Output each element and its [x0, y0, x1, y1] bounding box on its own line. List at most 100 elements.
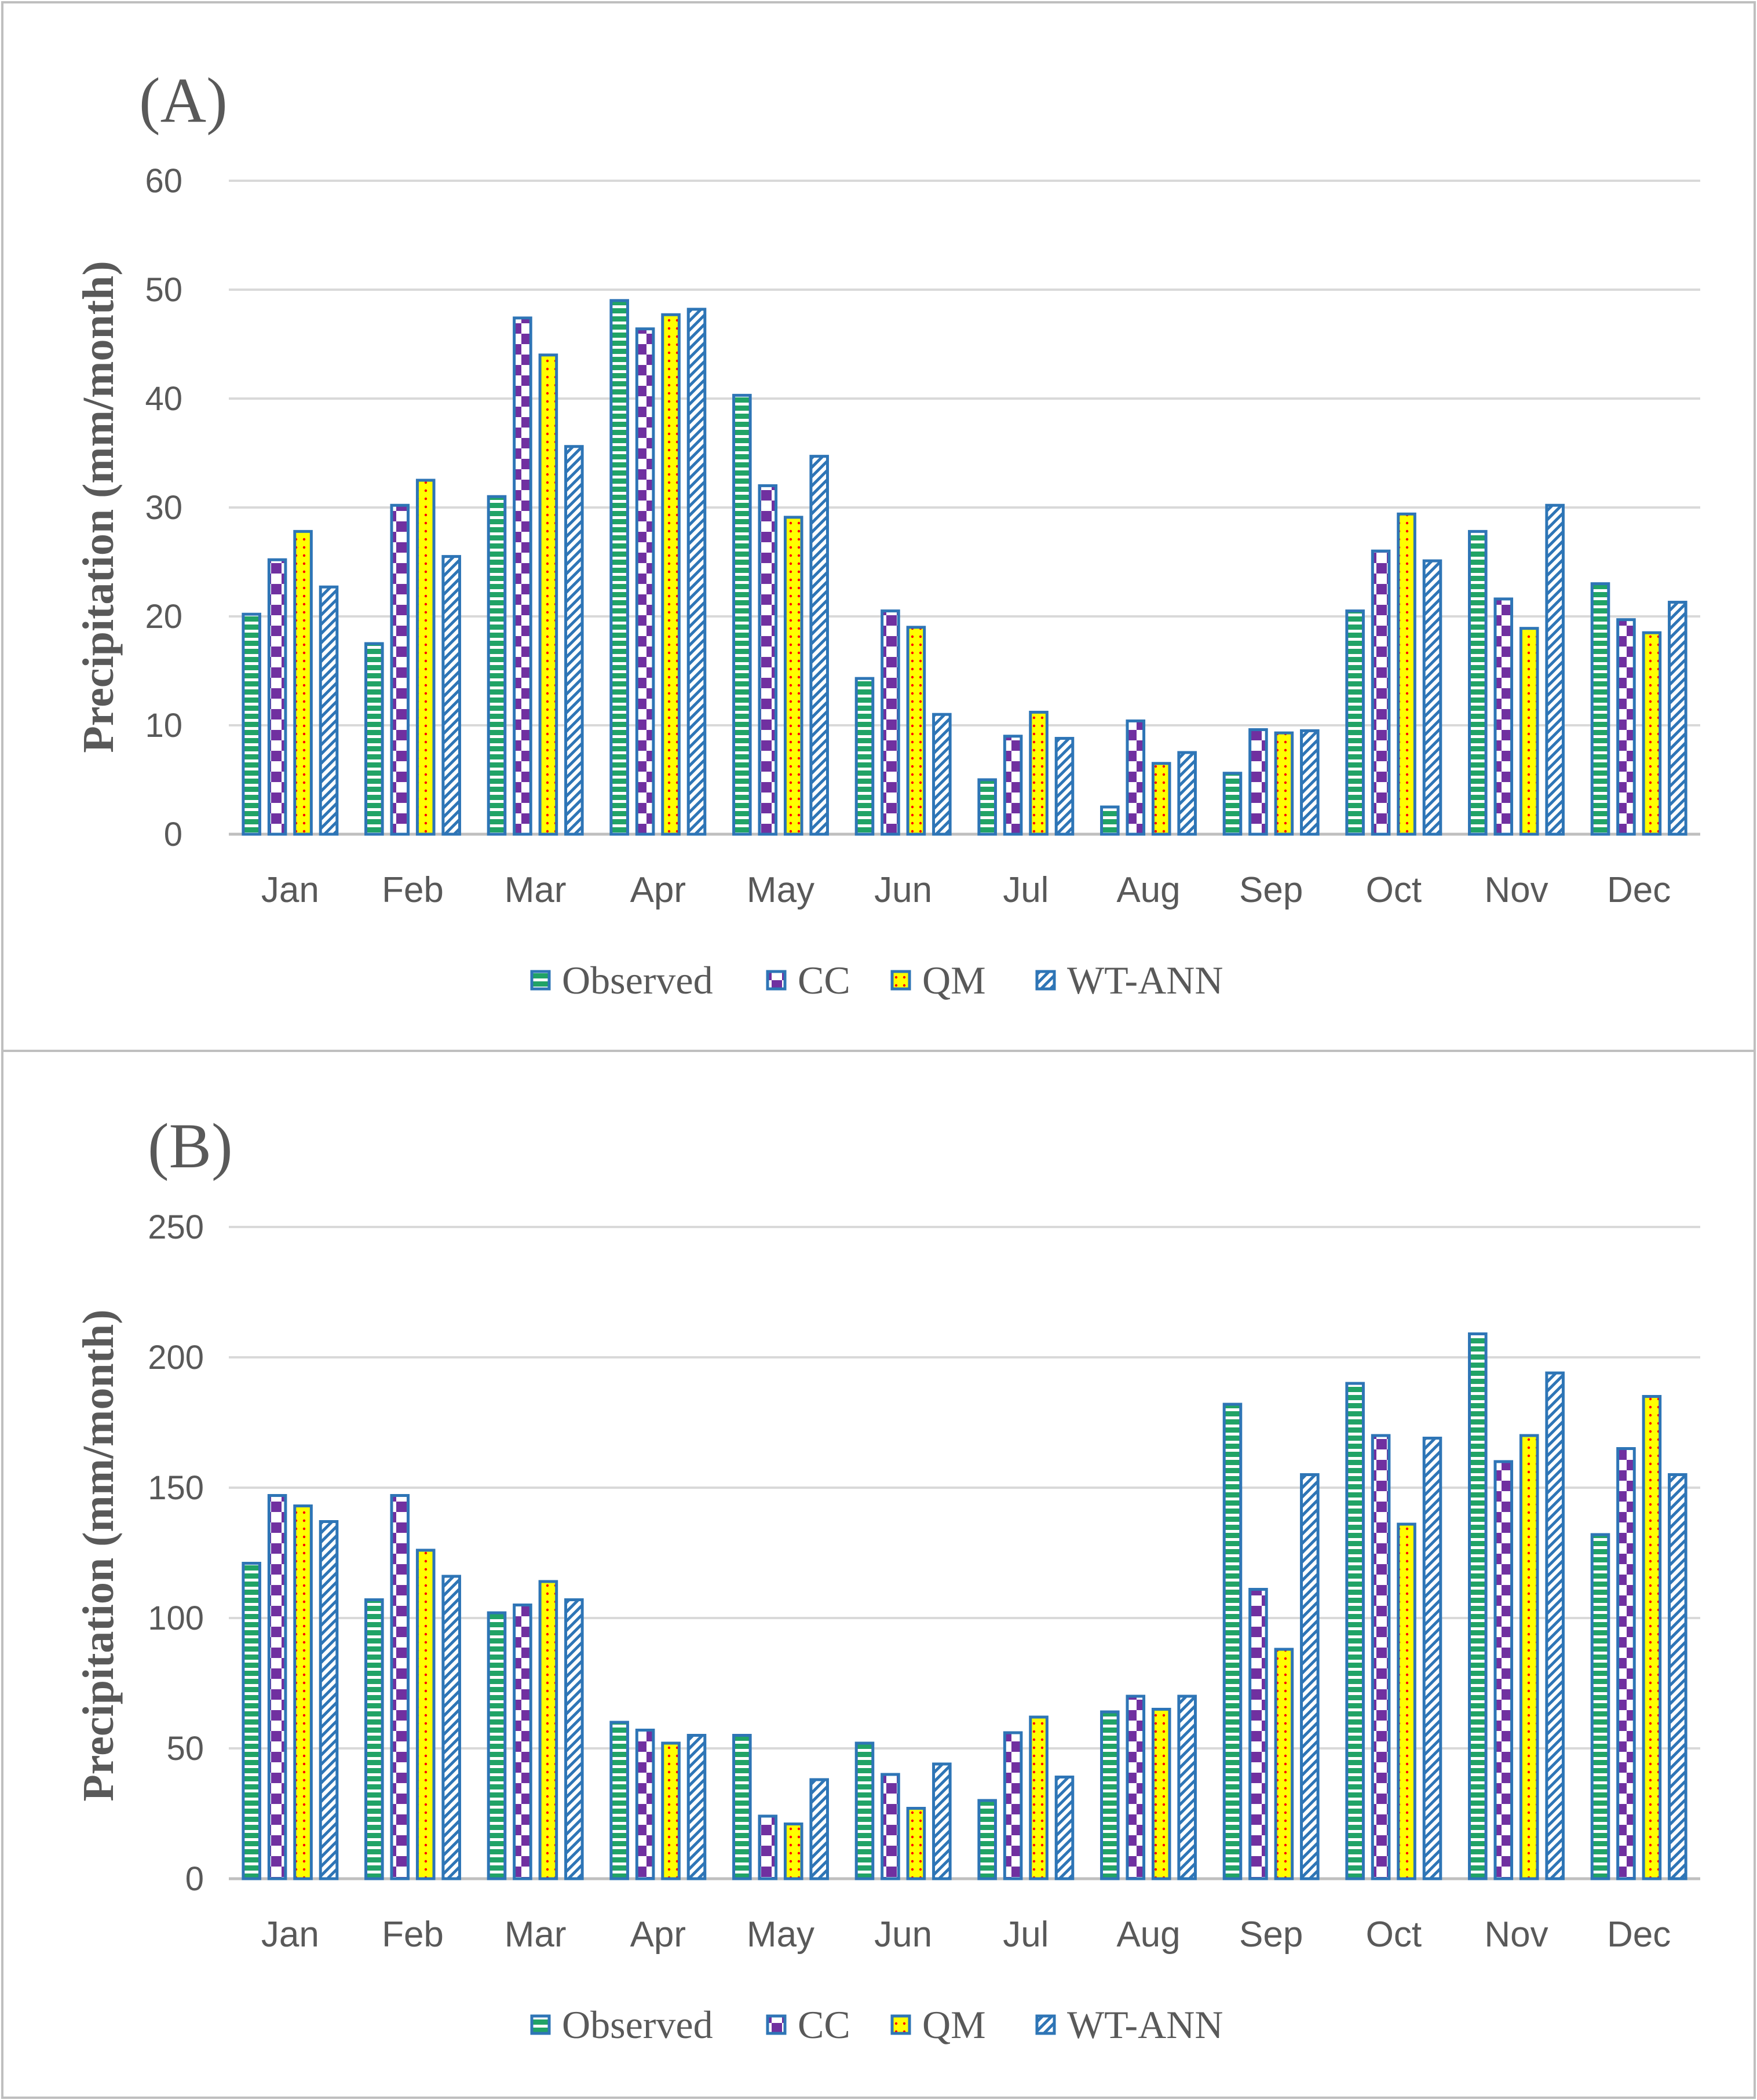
legend-a-label-cc: CC	[798, 958, 850, 1002]
x-tick-label-nov: Nov	[1484, 1915, 1548, 1955]
x-tick-label-may: May	[747, 1915, 814, 1955]
bar-qm-aug	[1151, 1708, 1171, 1880]
legend-b-label-cc: CC	[798, 2003, 850, 2047]
bar-observed-jan	[242, 612, 261, 836]
y-tick-label: 100	[148, 1599, 204, 1637]
bar-cc-feb	[390, 503, 410, 836]
y-tick-label: 10	[145, 707, 182, 744]
bar-cc-oct	[1371, 1434, 1391, 1880]
panel-a: (A) 0 10 20 30 40 50 60 Precipitation (mm/mont…	[74, 65, 1700, 1002]
panel-a-label: (A)	[139, 65, 228, 136]
bar-qm-jul	[1029, 710, 1049, 836]
legend-a-label-wtann: WT-ANN	[1067, 958, 1223, 1002]
bar-qm-sep	[1274, 731, 1294, 836]
bar-qm-nov	[1519, 627, 1539, 836]
bar-observed-jul	[977, 778, 997, 836]
bar-cc-nov	[1493, 1460, 1514, 1880]
legend-b-swatch-observed	[530, 2014, 551, 2035]
bar-observed-dec	[1590, 582, 1610, 836]
panel-b-gridlines	[229, 1226, 1700, 1880]
x-tick-label-aug: Aug	[1116, 870, 1180, 910]
x-tick-label-jan: Jan	[261, 1915, 319, 1955]
bar-cc-sep	[1248, 1588, 1268, 1880]
x-tick-label-sep: Sep	[1239, 870, 1303, 910]
bar-observed-may	[732, 393, 752, 836]
bar-wtann-may	[809, 1778, 829, 1880]
panel-a-y-tick-labels: 0 10 20 30 40 50 60	[145, 162, 182, 853]
bar-wtann-jun	[932, 713, 952, 836]
bar-wtann-feb	[441, 1575, 461, 1880]
bar-wtann-sep	[1300, 729, 1320, 836]
x-tick-label-feb: Feb	[382, 870, 444, 910]
bar-observed-feb	[364, 1598, 384, 1880]
bar-observed-nov	[1468, 1332, 1488, 1880]
bar-cc-mar	[513, 1604, 532, 1880]
bar-observed-oct	[1345, 609, 1365, 836]
legend-b-swatch-qm	[890, 2014, 911, 2035]
bar-wtann-jan	[319, 1520, 339, 1880]
panel-a-frame	[1, 1, 1756, 1052]
bar-qm-jan	[293, 1504, 313, 1880]
bar-cc-oct	[1371, 549, 1391, 836]
y-tick-label: 50	[145, 271, 182, 309]
x-tick-label-feb: Feb	[382, 1915, 444, 1955]
bar-observed-jun	[854, 1741, 875, 1880]
legend-a-label-observed: Observed	[562, 958, 713, 1002]
bar-observed-sep	[1222, 1403, 1243, 1880]
panel-b-y-axis-label: Precipitation (mm/month)	[74, 1309, 123, 1801]
y-tick-label: 250	[148, 1208, 204, 1246]
legend-b-label-observed: Observed	[562, 2003, 713, 2047]
bar-observed-jul	[977, 1799, 997, 1880]
y-tick-label: 30	[145, 489, 182, 527]
bar-wtann-oct	[1422, 559, 1442, 836]
bar-observed-aug	[1100, 805, 1120, 836]
bar-cc-mar	[513, 316, 532, 836]
x-tick-label-dec: Dec	[1607, 1915, 1671, 1955]
bar-qm-oct	[1397, 1522, 1416, 1880]
bar-wtann-sep	[1300, 1473, 1320, 1880]
bar-observed-sep	[1222, 772, 1243, 836]
bar-qm-jun	[906, 1807, 926, 1880]
bar-observed-mar	[487, 1611, 507, 1880]
bar-qm-dec	[1642, 1395, 1662, 1880]
bar-qm-nov	[1519, 1434, 1539, 1880]
legend-a-swatch-cc	[766, 970, 787, 991]
bar-wtann-apr	[686, 308, 707, 836]
bar-observed-apr	[609, 1721, 629, 1880]
bar-cc-dec	[1616, 1447, 1636, 1880]
bar-wtann-dec	[1668, 1473, 1687, 1880]
y-tick-label: 60	[145, 162, 182, 200]
x-tick-label-oct: Oct	[1366, 1915, 1422, 1955]
bar-observed-dec	[1590, 1533, 1610, 1880]
legend-a-swatch-qm	[890, 970, 911, 991]
bar-observed-nov	[1468, 529, 1488, 836]
bar-wtann-nov	[1545, 1371, 1565, 1880]
bar-wtann-nov	[1545, 503, 1565, 836]
y-tick-label: 0	[164, 816, 182, 853]
bar-observed-jun	[854, 677, 875, 836]
bar-wtann-mar	[564, 1598, 584, 1880]
panel-a-bars	[242, 299, 1687, 836]
bar-qm-mar	[538, 353, 558, 836]
panel-b-legend: Observed CC QM WT-ANN	[530, 2003, 1223, 2047]
bar-qm-jun	[906, 626, 926, 836]
y-tick-label: 0	[185, 1860, 204, 1898]
legend-b-swatch-cc	[766, 2014, 787, 2035]
bar-observed-oct	[1345, 1382, 1365, 1880]
x-tick-label-jan: Jan	[261, 870, 319, 910]
bar-qm-sep	[1274, 1648, 1294, 1880]
bar-qm-may	[783, 516, 803, 836]
x-tick-label-nov: Nov	[1484, 870, 1548, 910]
panel-b-label: (B)	[148, 1111, 233, 1181]
bar-wtann-jun	[932, 1762, 952, 1880]
bar-wtann-dec	[1668, 601, 1687, 836]
y-tick-label: 200	[148, 1339, 204, 1376]
legend-b-label-wtann: WT-ANN	[1067, 2003, 1223, 2047]
bar-cc-jun	[881, 1773, 900, 1880]
panel-a-legend: Observed CC QM WT-ANN	[530, 958, 1223, 1002]
panel-b: (B) 0 50 100 150 200 250 Precipitation (mm/mo…	[74, 1111, 1700, 2047]
bar-qm-oct	[1397, 512, 1416, 836]
bar-cc-aug	[1126, 1694, 1146, 1880]
bar-wtann-jul	[1054, 737, 1075, 836]
bar-qm-feb	[415, 1548, 436, 1880]
